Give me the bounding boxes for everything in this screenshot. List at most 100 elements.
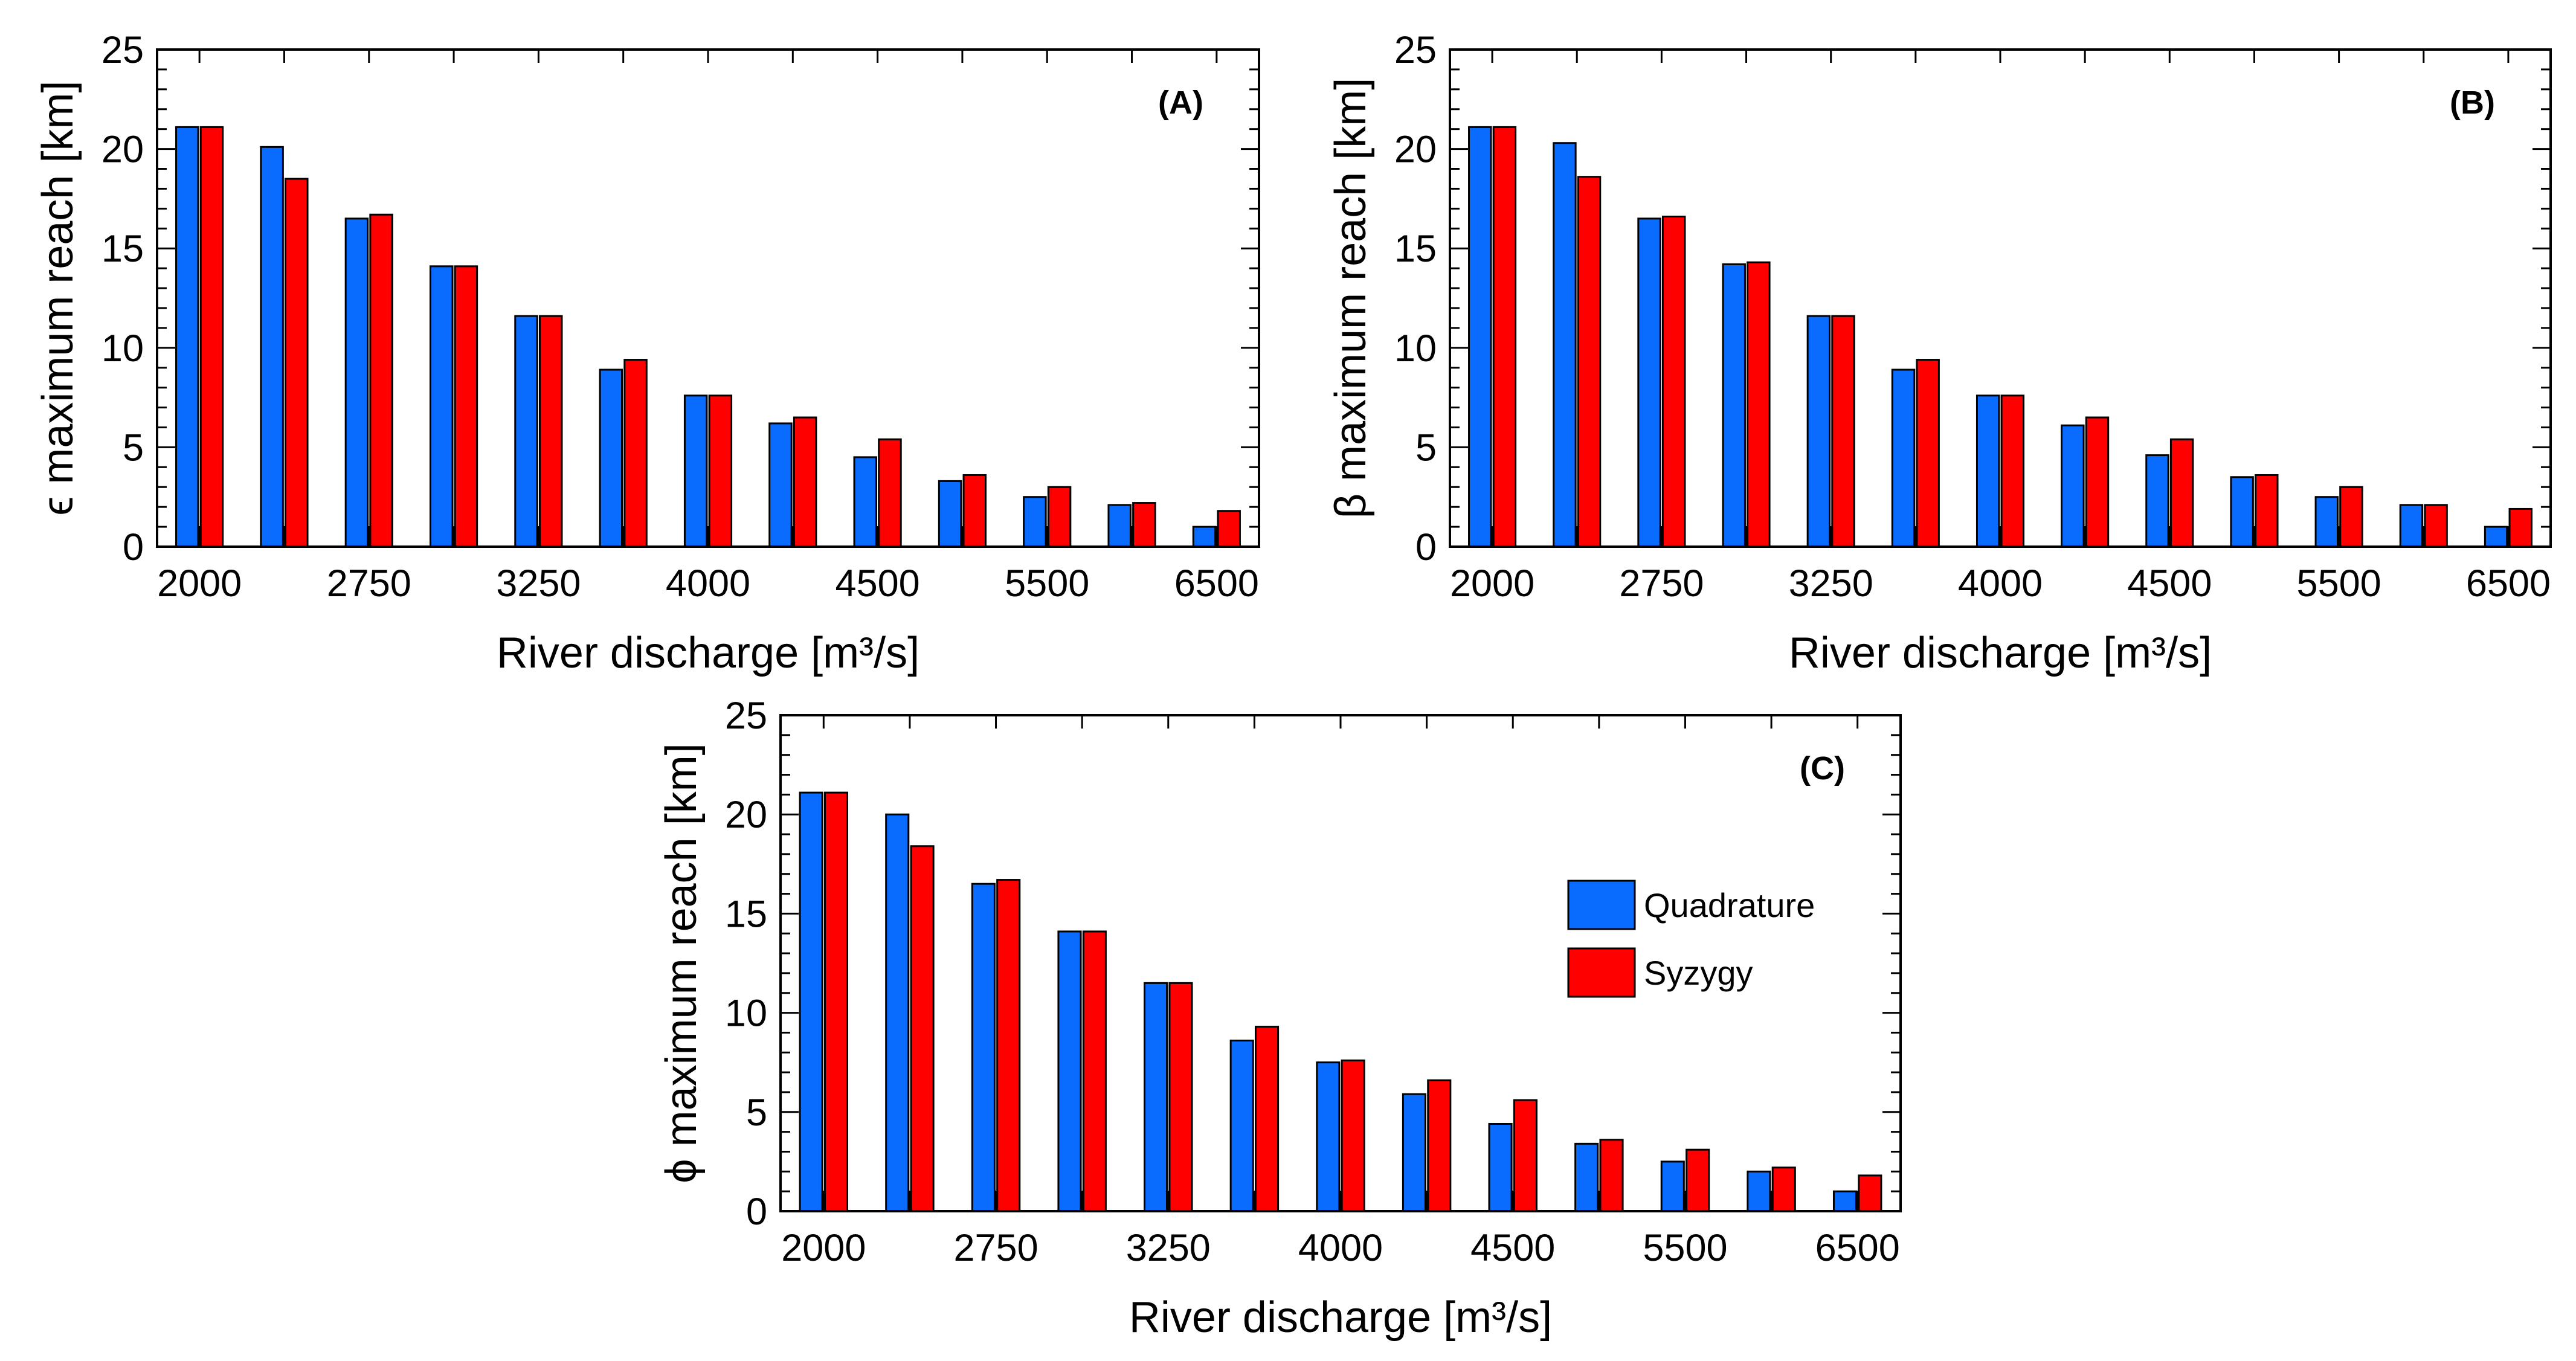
bar-syzygy: [1916, 359, 1940, 548]
x-tick-label: 2750: [1619, 562, 1704, 605]
legend-swatch: [1567, 947, 1636, 998]
bar-quadrature: [599, 368, 623, 548]
y-axis-label: ϵ maximum reach [km]: [34, 81, 82, 516]
x-tick-label: 4000: [1958, 562, 2043, 605]
plot-frame: [156, 48, 1260, 548]
bar-quadrature: [1660, 1160, 1685, 1212]
bar-quadrature: [768, 422, 793, 548]
panel-c: 0 5 10 15 20 25 2000 2750 3250 4000 4500 5500 6500 Ri…: [657, 695, 1902, 1342]
bar-syzygy: [793, 416, 817, 548]
bar-quadrature: [2314, 496, 2339, 548]
bar-syzygy: [1082, 930, 1107, 1212]
legend-swatch: [1567, 880, 1636, 930]
x-axis-label: River discharge [m³/s]: [1129, 1293, 1552, 1342]
bar-syzygy: [1047, 486, 1072, 548]
x-tick-label: 2750: [327, 562, 411, 605]
bar-quadrature: [2484, 526, 2508, 548]
x-tick-label: 3250: [1126, 1227, 1211, 1269]
bar-syzygy: [1168, 982, 1193, 1212]
bar-quadrature: [1747, 1170, 1771, 1212]
plot-frame: [1449, 48, 2552, 548]
bar-syzygy: [2085, 416, 2110, 548]
x-tick-label: 4500: [1470, 1227, 1555, 1269]
legend-label: Quadrature: [1644, 886, 1815, 924]
bar-syzygy: [2255, 474, 2279, 548]
y-axis-label: ϕ maximum reach [km]: [657, 743, 706, 1183]
bar-syzygy: [1427, 1079, 1452, 1212]
bar-quadrature: [2399, 504, 2424, 548]
y-tick-label: 25: [1394, 29, 1437, 71]
bar-syzygy: [1341, 1059, 1365, 1212]
y-tick-label: 20: [725, 794, 767, 836]
bar-syzygy: [1492, 126, 1517, 548]
bar-quadrature: [853, 456, 878, 548]
bar-quadrature: [1192, 526, 1217, 548]
legend: Quadrature Syzygy: [1567, 880, 1815, 998]
bar-quadrature: [1107, 504, 1132, 548]
bar-syzygy: [454, 265, 478, 548]
y-tick-label: 5: [746, 1092, 767, 1134]
bar-syzygy: [285, 178, 309, 548]
x-tick-label: 4000: [666, 562, 750, 605]
panel-b: 0 5 10 15 20 25 2000 2750 3250 4000 4500 5500 6500 Ri…: [1327, 29, 2552, 677]
bar-syzygy: [1513, 1099, 1538, 1212]
bar-quadrature: [2061, 424, 2085, 548]
bar-quadrature: [1316, 1061, 1341, 1212]
y-tick-label: 15: [101, 228, 144, 270]
y-tick-label: 15: [725, 893, 767, 935]
bar-quadrature: [1553, 142, 1577, 548]
bar-quadrature: [799, 791, 823, 1212]
bar-syzygy: [2339, 486, 2363, 548]
bar-syzygy: [823, 791, 849, 1212]
bar-quadrature: [514, 315, 538, 548]
bar-quadrature: [683, 394, 708, 548]
bar-quadrature: [1637, 217, 1661, 548]
bar-quadrature: [1832, 1190, 1858, 1212]
legend-label: Syzygy: [1644, 954, 1753, 992]
bar-syzygy: [1747, 261, 1771, 548]
y-tick-label: 20: [1394, 129, 1437, 171]
bar-syzygy: [538, 315, 563, 548]
bar-quadrature: [1402, 1093, 1426, 1212]
bar-syzygy: [2000, 394, 2025, 548]
bar-quadrature: [2230, 476, 2254, 548]
y-tick-label: 20: [101, 129, 144, 171]
x-tick-label: 5500: [2297, 562, 2381, 605]
y-tick-label: 25: [725, 695, 767, 737]
x-tick-label: 3250: [496, 562, 581, 605]
bar-quadrature: [1975, 394, 2000, 548]
bar-quadrature: [1891, 368, 1916, 548]
bar-syzygy: [996, 879, 1021, 1212]
x-tick-label: 2000: [781, 1227, 866, 1269]
bar-quadrature: [1023, 496, 1047, 548]
x-axis-label: River discharge [m³/s]: [1789, 629, 2212, 677]
y-tick-label: 15: [1394, 228, 1437, 270]
y-axis-label: β maximum reach [km]: [1327, 78, 1375, 519]
y-tick-label: 0: [746, 1191, 767, 1233]
bar-syzygy: [199, 126, 224, 548]
y-tick-label: 10: [1394, 327, 1437, 370]
bar-syzygy: [962, 474, 987, 548]
bar-syzygy: [1255, 1026, 1280, 1212]
x-tick-label: 5500: [1005, 562, 1089, 605]
bar-syzygy: [2424, 504, 2448, 548]
bar-quadrature: [175, 126, 199, 548]
bar-syzygy: [1661, 216, 1686, 548]
bar-quadrature: [1574, 1142, 1599, 1212]
x-tick-label: 3250: [1789, 562, 1873, 605]
bar-quadrature: [1468, 126, 1492, 548]
x-axis-label: River discharge [m³/s]: [497, 629, 919, 677]
bar-syzygy: [369, 213, 393, 548]
bar-quadrature: [885, 813, 910, 1212]
panel-label: (A): [1158, 85, 1203, 121]
bar-syzygy: [1599, 1139, 1624, 1212]
panel-label: (C): [1800, 750, 1845, 787]
bar-quadrature: [938, 480, 962, 548]
bar-syzygy: [910, 845, 935, 1212]
x-tick-label: 6500: [2466, 562, 2551, 605]
bar-syzygy: [623, 359, 648, 548]
bar-syzygy: [1831, 315, 1855, 548]
y-tick-label: 25: [101, 29, 144, 71]
bar-syzygy: [2508, 507, 2533, 548]
